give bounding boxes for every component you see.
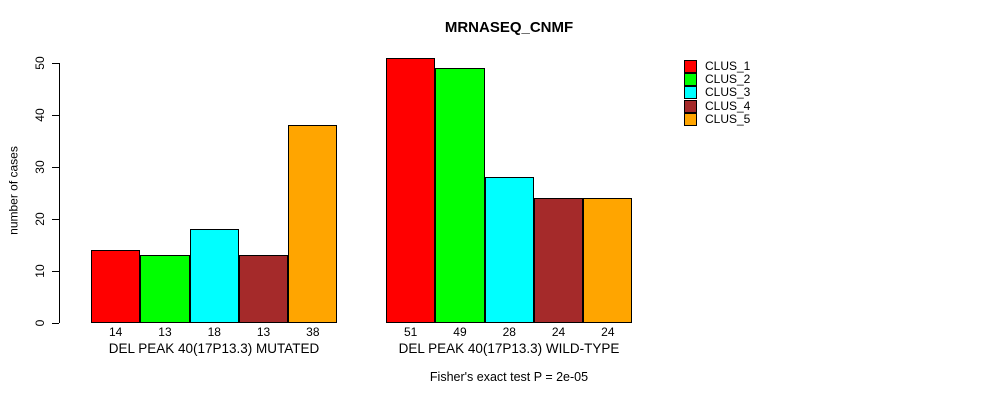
bar-clus-1-group-2	[386, 57, 436, 323]
legend-label: CLUS_1	[705, 59, 751, 74]
bar-clus-2-group-1	[140, 255, 190, 323]
legend-label: CLUS_4	[705, 98, 751, 113]
legend-swatch-clus-1	[684, 60, 697, 74]
legend-label: CLUS_5	[705, 111, 751, 126]
legend-swatch-clus-3	[684, 86, 697, 100]
bar-value-label: 28	[502, 325, 516, 339]
y-tick-label: 10	[33, 264, 47, 278]
legend-label: CLUS_2	[705, 72, 751, 87]
y-tick-label: 30	[33, 160, 47, 174]
legend: CLUS_1 CLUS_2 CLUS_3 CLUS_4 CLUS_5	[684, 60, 750, 126]
group-label-wild-type: DEL PEAK 40(17P13.3) WILD-TYPE	[398, 341, 620, 356]
bar-value-label: 38	[306, 325, 320, 339]
legend-swatch-clus-5	[684, 112, 697, 126]
caption-fishers-test: Fisher's exact test P = 2e-05	[429, 370, 589, 384]
y-axis-line	[59, 63, 60, 323]
bar-clus-5-group-2	[583, 198, 633, 323]
legend-item-clus-4: CLUS_4	[684, 98, 751, 113]
y-tick-label: 0	[33, 319, 47, 327]
bar-value-label: 24	[551, 325, 566, 339]
chart-title: MRNASEQ_CNMF	[444, 19, 574, 36]
bar-value-label: 18	[207, 325, 221, 339]
y-tick-label: 50	[33, 56, 47, 70]
bar-value-label: 13	[158, 325, 172, 339]
legend-item-clus-5: CLUS_5	[684, 111, 751, 126]
y-tick	[52, 218, 59, 220]
legend-label: CLUS_3	[705, 85, 751, 100]
bar-value-label: 24	[601, 325, 615, 339]
y-tick	[52, 114, 59, 116]
legend-item-clus-2: CLUS_2	[684, 72, 751, 87]
y-tick	[52, 270, 59, 272]
bar-clus-5-group-1	[288, 125, 338, 323]
y-tick-label: 20	[33, 212, 47, 226]
bar-value-label: 51	[403, 325, 418, 339]
bar-value-label: 14	[108, 325, 123, 339]
legend-swatch-clus-4	[684, 99, 697, 113]
bar-clus-4-group-2	[533, 198, 584, 323]
bar-clus-1-group-1	[91, 250, 141, 323]
legend-item-clus-3: CLUS_3	[684, 85, 751, 100]
bar-value-label: 49	[453, 325, 467, 339]
bar-clus-2-group-2	[435, 68, 485, 323]
y-tick	[52, 322, 59, 324]
y-tick-label: 40	[33, 108, 47, 122]
y-tick	[52, 62, 59, 64]
bar-clus-3-group-2	[484, 177, 534, 323]
legend-swatch-clus-2	[684, 73, 697, 87]
bar-value-label: 13	[256, 325, 271, 339]
legend-item-clus-1: CLUS_1	[684, 59, 751, 74]
bar-clus-3-group-1	[189, 229, 239, 323]
y-tick	[52, 166, 59, 168]
group-label-mutated: DEL PEAK 40(17P13.3) MUTATED	[108, 341, 320, 356]
bar-clus-4-group-1	[238, 255, 289, 323]
